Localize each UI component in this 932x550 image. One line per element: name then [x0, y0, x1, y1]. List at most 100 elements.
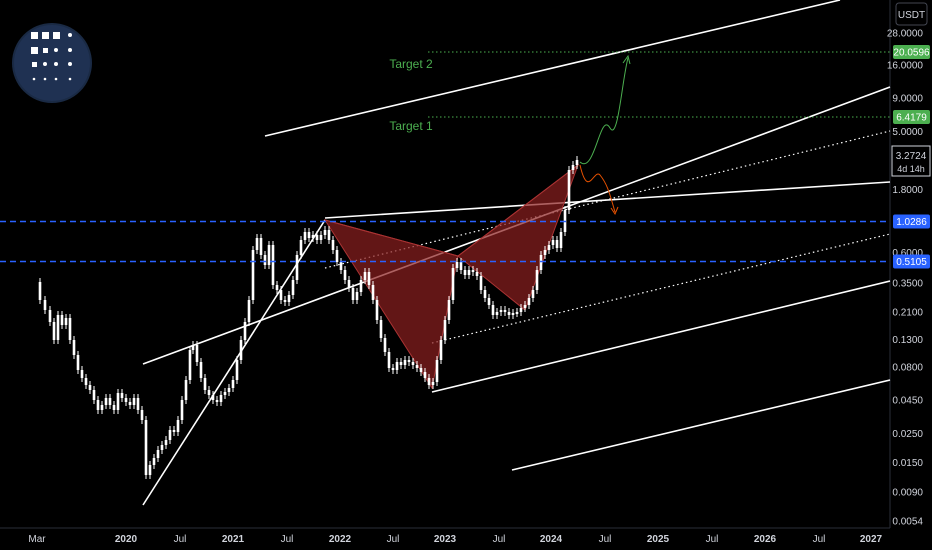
x-tick-label: Jul: [174, 534, 187, 545]
candle-body: [251, 250, 255, 300]
horizontal-lines: [0, 51, 890, 263]
candle-body: [176, 420, 180, 432]
candle-body: [92, 390, 96, 400]
price-tags: 20.0596 6.4179 1.0286 0.5105: [893, 45, 930, 269]
candle-body: [575, 160, 579, 165]
x-tick-label: 2026: [754, 534, 777, 545]
candle-body: [435, 360, 439, 382]
bearish-projection-path: [579, 164, 616, 213]
channel-line: [264, 0, 841, 137]
candle-body: [56, 315, 60, 340]
candle-body: [387, 352, 391, 368]
candle-body: [227, 388, 231, 392]
candle-body: [539, 255, 543, 270]
candle-body: [72, 340, 76, 355]
candle-body: [100, 405, 104, 410]
x-tick-label: 2021: [222, 534, 245, 545]
channel-median-line: [431, 233, 891, 344]
price-tag-label: 6.4179: [896, 113, 927, 124]
y-tick-label: 5.0000: [892, 127, 923, 138]
x-tick-label: 2024: [540, 534, 563, 545]
last-price-label: 3.2724 4d 14h: [891, 145, 931, 177]
candle-body: [271, 245, 275, 285]
candle-body: [359, 280, 363, 292]
candle-body: [375, 300, 379, 320]
candle-body: [455, 262, 459, 268]
candle-body: [168, 430, 172, 440]
candle-body: [267, 245, 271, 265]
candle-body: [108, 398, 112, 405]
candle-body: [132, 398, 136, 405]
candle-body: [191, 345, 195, 350]
candle-body: [96, 400, 100, 410]
y-tick-label: 0.0150: [892, 458, 923, 469]
candle-body: [479, 276, 483, 290]
bullish-arrow-head: [622, 54, 631, 65]
candle-body: [128, 402, 132, 405]
bullish-projection-path: [579, 57, 629, 165]
candle-body: [463, 270, 467, 275]
candle-body: [88, 385, 92, 390]
candle-body: [491, 305, 495, 315]
candle-body: [184, 380, 188, 400]
candle-body: [555, 240, 559, 248]
candle-body: [164, 440, 168, 445]
candle-body: [124, 398, 128, 402]
channel-line: [511, 379, 891, 471]
candle-body: [415, 365, 419, 368]
y-tick-label: 1.8000: [892, 185, 923, 196]
candle-body: [431, 382, 435, 385]
candle-body: [207, 390, 211, 395]
candle-body: [235, 360, 239, 380]
candle-body: [411, 362, 415, 365]
candle-body: [327, 230, 331, 240]
candle-body: [283, 300, 287, 302]
y-tick-label: 0.0250: [892, 429, 923, 440]
x-tick-label: 2022: [329, 534, 352, 545]
candle-body: [52, 322, 56, 340]
x-tick-label: Jul: [281, 534, 294, 545]
candle-body: [467, 270, 471, 275]
candle-body: [511, 313, 515, 315]
target-label: Target 1: [389, 119, 433, 133]
candle-body: [383, 338, 387, 352]
last-price-value: 3.2724: [896, 151, 927, 162]
candle-body: [307, 232, 311, 238]
candle-body: [395, 362, 399, 370]
candle-body: [379, 320, 383, 338]
price-tag-label: 0.5105: [896, 257, 927, 268]
currency-button[interactable]: USDT: [895, 2, 928, 26]
candle-body: [303, 232, 307, 240]
candle-body: [567, 170, 571, 210]
x-tick-label: Jul: [599, 534, 612, 545]
candle-body: [371, 285, 375, 300]
price-tag-background: [893, 214, 930, 229]
candle-body: [439, 340, 443, 360]
candles: [38, 156, 579, 479]
y-tick-label: 0.2100: [892, 308, 923, 319]
candle-body: [419, 368, 423, 372]
candle-body: [367, 272, 371, 285]
candle-body: [199, 362, 203, 378]
x-tick-label: 2020: [115, 534, 138, 545]
price-tag: 20.0596: [893, 45, 930, 60]
candle-body: [148, 465, 152, 475]
candle-body: [295, 255, 299, 280]
pattern-leg: [457, 164, 579, 257]
candle-body: [48, 310, 52, 322]
price-tag-background: [893, 45, 930, 60]
grid-dots-logo-icon: [12, 23, 92, 103]
x-tick-label: Jul: [493, 534, 506, 545]
y-tick-label: 0.6000: [892, 248, 923, 259]
target-label: Target 2: [389, 57, 433, 71]
candle-body: [299, 240, 303, 255]
candle-body: [471, 270, 475, 272]
projection-paths: [579, 54, 631, 216]
candle-body: [152, 458, 156, 465]
candle-body: [571, 165, 575, 170]
y-tick-label: 0.0800: [892, 363, 923, 374]
candle-body: [407, 360, 411, 362]
candle-body: [559, 232, 563, 248]
channel-line: [142, 219, 326, 506]
